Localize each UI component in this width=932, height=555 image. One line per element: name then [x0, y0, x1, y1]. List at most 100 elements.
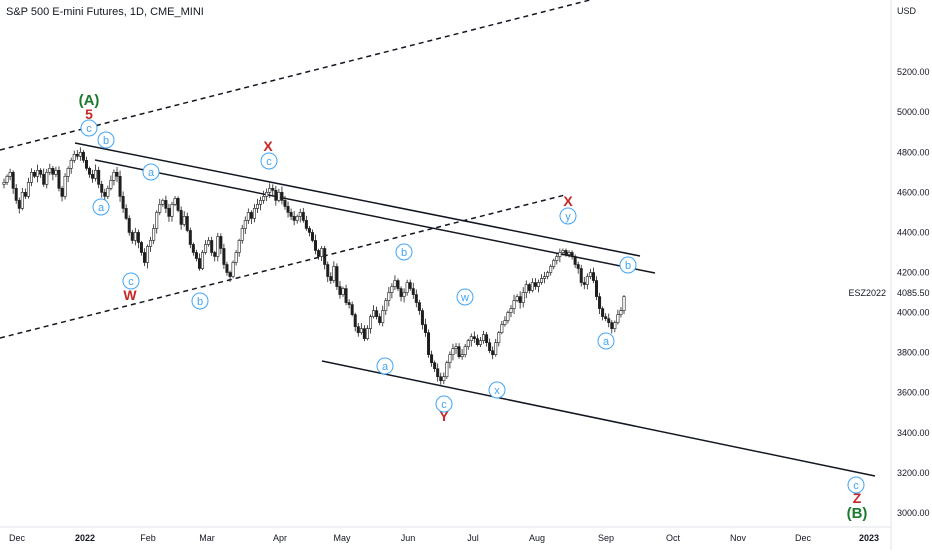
candle-body [51, 168, 55, 175]
candle [503, 316, 507, 327]
candle-body [277, 192, 281, 201]
candle-body [381, 310, 385, 323]
candle [448, 351, 452, 369]
svg-text:c: c [128, 276, 134, 288]
candle-body [341, 288, 345, 295]
candle [142, 248, 146, 267]
candle-body [26, 182, 30, 197]
wave-label-Z: Z [853, 490, 862, 506]
candle-body [610, 322, 614, 329]
candle [466, 338, 470, 350]
candle [478, 337, 482, 347]
candle-body [604, 316, 608, 319]
candle-body [372, 310, 376, 317]
candle-body [564, 250, 568, 255]
candle [265, 188, 269, 202]
candle [310, 229, 314, 243]
candle [78, 147, 82, 161]
candle-body [616, 314, 620, 323]
candle-body [595, 280, 599, 297]
candle-body [222, 248, 226, 265]
y-tick-label: 4400.00 [897, 227, 930, 237]
candle [97, 166, 101, 189]
candle-body [430, 354, 434, 363]
wave-label-b-mar: b [191, 292, 209, 310]
candle [81, 150, 85, 163]
svg-text:b: b [197, 296, 203, 308]
candle [201, 250, 205, 271]
candle-body [457, 346, 461, 357]
candle [118, 170, 122, 202]
candle [121, 191, 125, 213]
candle [399, 286, 403, 302]
candle-body [121, 196, 125, 209]
candle-body [463, 346, 467, 355]
candle-body [246, 212, 250, 221]
candle-body [310, 232, 314, 241]
candle [350, 301, 354, 317]
candle [604, 313, 608, 322]
x-tick-label: Feb [140, 533, 156, 543]
candle [69, 157, 73, 174]
candle [182, 211, 186, 227]
candle-body [558, 252, 562, 257]
candle-body [515, 296, 519, 301]
candle-body [289, 212, 293, 217]
candle-body [133, 232, 137, 241]
candle [36, 164, 40, 183]
candle-body [494, 342, 498, 355]
candle [271, 184, 275, 197]
candle-body [75, 153, 79, 157]
candle [191, 242, 195, 256]
candle-body [188, 230, 192, 245]
candle [11, 170, 15, 194]
candle-body [237, 240, 241, 253]
candle [509, 305, 513, 318]
candle [152, 224, 156, 245]
candle-body [436, 368, 440, 378]
candle-body [23, 192, 27, 197]
svg-text:a: a [603, 336, 610, 348]
candle-body [460, 354, 464, 357]
y-tick-label: 4800.00 [897, 147, 930, 157]
x-tick-label: Dec [9, 533, 26, 543]
candle-body [613, 322, 617, 329]
candle-body [20, 192, 24, 209]
candle-body [42, 174, 46, 185]
candle-body [161, 200, 165, 205]
candle [307, 225, 311, 237]
y-tick-label: 3200.00 [897, 468, 930, 478]
candle-body [448, 354, 452, 363]
candle [51, 165, 55, 181]
y-tick-label: 3600.00 [897, 388, 930, 398]
candle [326, 261, 330, 283]
candle-body [405, 282, 409, 293]
candle [454, 343, 458, 355]
candle [194, 249, 198, 262]
candle [292, 210, 296, 226]
candle [246, 208, 250, 224]
candle [179, 206, 183, 230]
candle-body [286, 206, 290, 213]
candle [341, 286, 345, 297]
candle-body [497, 332, 501, 343]
candle [243, 216, 247, 235]
candle-body [503, 320, 507, 325]
candle-body [540, 278, 544, 283]
candle-body [344, 288, 348, 303]
candle [436, 363, 440, 382]
candle [295, 214, 299, 224]
candle [100, 180, 104, 198]
dashed-channel-upper [0, 0, 591, 151]
candle-body [543, 276, 547, 279]
candle [598, 292, 602, 315]
candle-body [588, 272, 592, 277]
candle [530, 278, 534, 293]
candle [457, 343, 461, 359]
candle-body [326, 264, 330, 277]
svg-text:c: c [86, 123, 92, 135]
candle [439, 372, 443, 385]
candle-body [109, 180, 113, 189]
